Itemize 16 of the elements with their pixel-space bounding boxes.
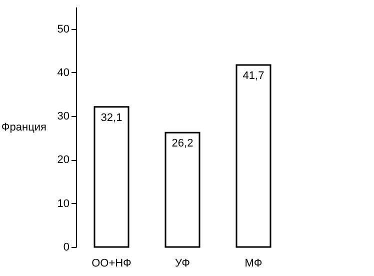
y-tick-label: 20 bbox=[57, 154, 70, 166]
data-label: 41,7 bbox=[242, 70, 264, 82]
x-tick-label: УФ bbox=[175, 258, 190, 270]
y-tick-label: 0 bbox=[63, 242, 70, 254]
bar bbox=[236, 64, 272, 248]
data-label: 32,1 bbox=[100, 112, 122, 124]
y-axis-title: Франция bbox=[1, 122, 47, 134]
y-tick-label: 40 bbox=[57, 66, 70, 79]
x-tick-label: ОО+НФ bbox=[92, 258, 132, 270]
data-label: 26,2 bbox=[172, 138, 194, 150]
x-tick-label: МФ bbox=[244, 258, 262, 270]
y-tick-label: 30 bbox=[57, 110, 70, 123]
bar bbox=[164, 132, 200, 248]
y-tick-label: 10 bbox=[57, 198, 70, 210]
bar bbox=[94, 106, 130, 248]
y-tick-label: 50 bbox=[57, 23, 70, 36]
